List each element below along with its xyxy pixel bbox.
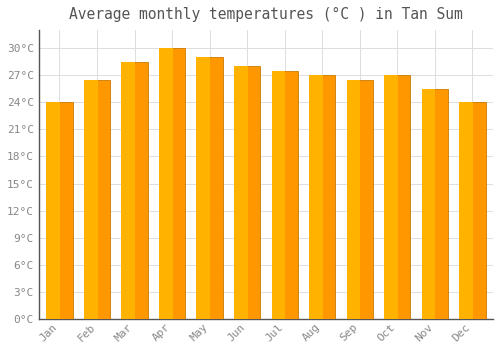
Bar <box>159 48 185 319</box>
Bar <box>309 75 323 319</box>
Bar <box>422 89 436 319</box>
Bar <box>196 57 210 319</box>
Bar <box>460 102 473 319</box>
Bar <box>196 57 223 319</box>
Bar <box>384 75 410 319</box>
Bar <box>122 62 135 319</box>
Bar <box>84 80 110 319</box>
Bar <box>46 102 72 319</box>
Bar <box>460 102 485 319</box>
Bar <box>422 89 448 319</box>
Bar <box>346 80 360 319</box>
Bar <box>84 80 98 319</box>
Bar <box>346 80 373 319</box>
Bar <box>122 62 148 319</box>
Title: Average monthly temperatures (°C ) in Tan Sum: Average monthly temperatures (°C ) in Ta… <box>69 7 463 22</box>
Bar <box>309 75 336 319</box>
Bar <box>234 66 247 319</box>
Bar <box>234 66 260 319</box>
Bar <box>272 71 285 319</box>
Bar <box>159 48 172 319</box>
Bar <box>272 71 298 319</box>
Bar <box>384 75 398 319</box>
Bar <box>46 102 60 319</box>
